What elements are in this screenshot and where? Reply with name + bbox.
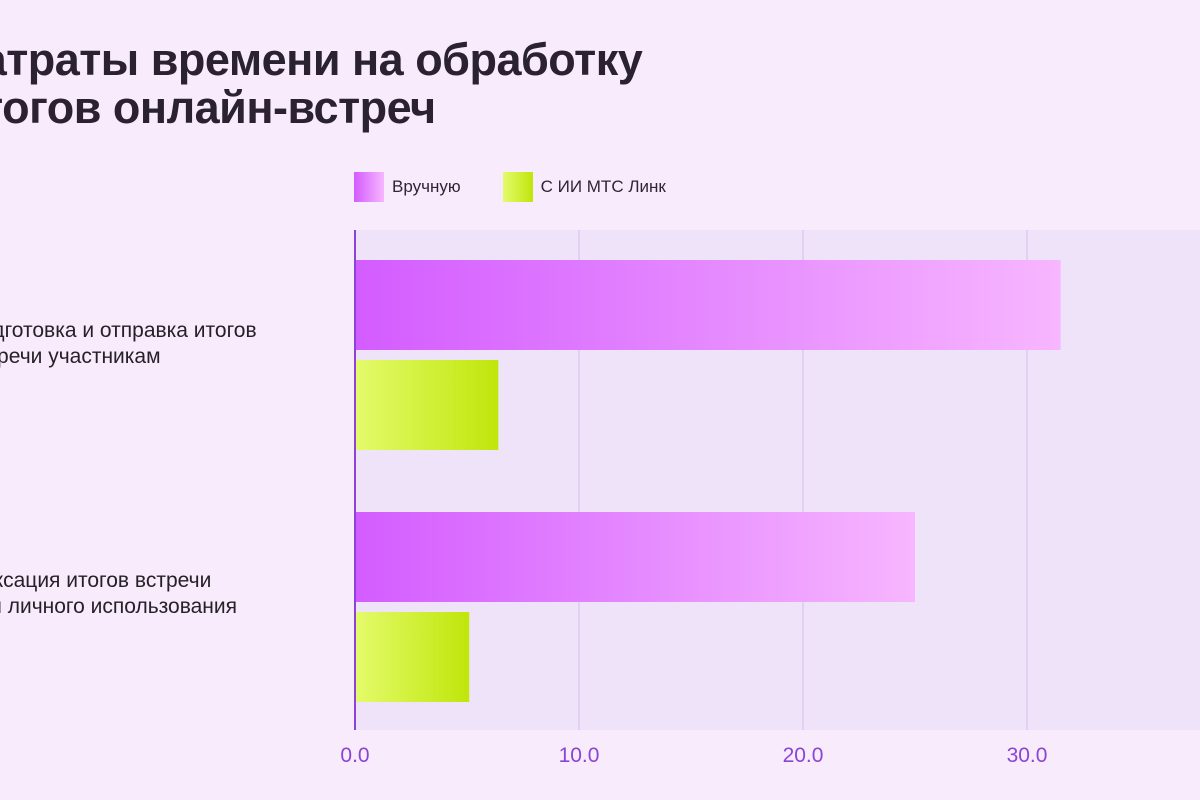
chart-title: Затраты времени на обработку итогов онла… [0, 34, 643, 133]
legend: Вручную С ИИ МТС Линк [354, 172, 708, 202]
chart-title-line-2: итогов онлайн-встреч [0, 82, 436, 133]
x-tick-label-3: 30.0 [1007, 744, 1048, 767]
legend-swatch-ai [502, 172, 533, 202]
category-label-2-line-2: для личного использования [0, 595, 238, 618]
bar-ai-2 [355, 612, 470, 702]
chart-title-line-1: Затраты времени на обработку [0, 34, 643, 85]
legend-item-manual: Вручную [354, 172, 461, 202]
legend-item-ai: С ИИ МТС Линк [502, 172, 666, 202]
category-label-2-line-1: Фиксация итогов встречи [0, 569, 212, 592]
category-label-1: Подготовка и отправка итогов встречи уча… [0, 318, 257, 370]
bar-ai-1 [355, 360, 499, 450]
bar-manual-1 [355, 260, 1061, 350]
legend-label-ai: С ИИ МТС Линк [540, 177, 666, 196]
x-tick-label-0: 0.0 [340, 744, 369, 767]
category-label-1-line-1: Подготовка и отправка итогов [0, 319, 257, 342]
category-label-1-line-2: встречи участникам [0, 345, 161, 368]
bar-manual-2 [355, 512, 915, 602]
x-tick-label-1: 10.0 [559, 744, 600, 767]
legend-label-manual: Вручную [392, 177, 461, 196]
category-label-2: Фиксация итогов встречи для личного испо… [0, 568, 237, 620]
legend-swatch-manual [354, 172, 384, 202]
x-tick-label-2: 20.0 [783, 744, 824, 767]
